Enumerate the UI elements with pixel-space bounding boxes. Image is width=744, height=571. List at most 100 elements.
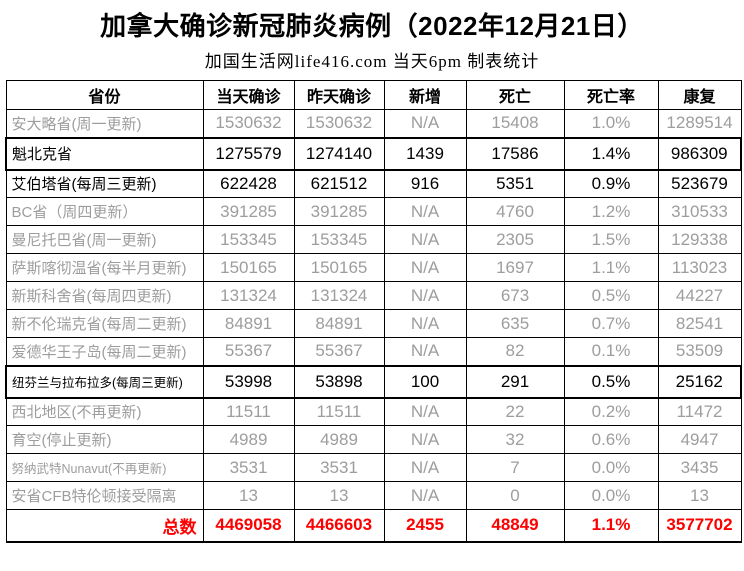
- province-cell: 安大略省(周一更新): [5, 109, 204, 138]
- value-cell: 310533: [657, 197, 742, 226]
- value-cell: N/A: [383, 481, 467, 510]
- value-cell: 0.7%: [563, 309, 659, 338]
- table-row: 安省CFB特伦顿接受隔离 13 13 N/A 0 0.0% 13: [5, 481, 742, 510]
- value-cell: 1289514: [657, 109, 742, 138]
- value-cell: 44227: [657, 281, 742, 310]
- table-body: 安大略省(周一更新) 1530632 1530632 N/A 15408 1.0% 1289…: [5, 109, 742, 542]
- value-cell: 986309: [657, 136, 742, 171]
- table-row: 爱德华王子岛(每周二更新) 55367 55367 N/A 82 0.1% 53509: [5, 337, 742, 366]
- value-cell: 0: [465, 481, 565, 510]
- value-cell: 3531: [293, 453, 385, 482]
- value-cell: 291: [465, 364, 565, 399]
- covid-cases-table: 省份 当天确诊 昨天确诊 新增 死亡 死亡率 康复 安大略省(周一更新) 1530…: [5, 80, 742, 543]
- value-cell: 4989: [202, 425, 295, 454]
- value-cell: N/A: [383, 109, 467, 138]
- value-cell: 0.9%: [563, 169, 659, 198]
- value-cell: 13: [202, 481, 295, 510]
- value-cell: 84891: [293, 309, 385, 338]
- value-cell: 53998: [202, 364, 295, 399]
- value-cell: N/A: [383, 253, 467, 282]
- value-cell: 4466603: [293, 509, 385, 542]
- value-cell: N/A: [383, 281, 467, 310]
- value-cell: N/A: [383, 197, 467, 226]
- value-cell: 129338: [657, 225, 742, 254]
- value-cell: 153345: [293, 225, 385, 254]
- province-cell: 新斯科舍省(每周四更新): [5, 281, 204, 310]
- value-cell: 3531: [202, 453, 295, 482]
- table-row: 纽芬兰与拉布拉多(每周三更新) 53998 53898 100 291 0.5% 25162: [5, 364, 742, 399]
- covid-stats-page: 加拿大确诊新冠肺炎病例（2022年12月21日） 加国生活网life416.co…: [0, 6, 744, 571]
- value-cell: 4469058: [202, 509, 295, 542]
- value-cell: 1.1%: [563, 253, 659, 282]
- value-cell: 131324: [202, 281, 295, 310]
- value-cell: 113023: [657, 253, 742, 282]
- province-cell: 努纳武特Nunavut(不再更新): [5, 453, 204, 482]
- table-row: 萨斯喀彻温省(每半月更新) 150165 150165 N/A 1697 1.1% 1130…: [5, 253, 742, 282]
- value-cell: 1530632: [293, 109, 385, 138]
- value-cell: 1.0%: [563, 109, 659, 138]
- value-cell: 4947: [657, 425, 742, 454]
- value-cell: 82: [465, 337, 565, 366]
- value-cell: 0.5%: [563, 281, 659, 310]
- value-cell: N/A: [383, 397, 467, 426]
- page-subtitle: 加国生活网life416.com 当天6pm 制表统计: [204, 52, 540, 71]
- value-cell: N/A: [383, 425, 467, 454]
- value-cell: 100: [383, 364, 467, 399]
- value-cell: 17586: [465, 136, 565, 171]
- province-cell: 爱德华王子岛(每周二更新): [5, 337, 204, 366]
- value-cell: 1.1%: [563, 509, 659, 542]
- table-row: BC省（周四更新） 391285 391285 N/A 4760 1.2% 310533: [5, 197, 742, 226]
- value-cell: 55367: [293, 337, 385, 366]
- value-cell: 673: [465, 281, 565, 310]
- table-row: 育空(停止更新) 4989 4989 N/A 32 0.6% 4947: [5, 425, 742, 454]
- value-cell: 1530632: [202, 109, 295, 138]
- value-cell: 11511: [202, 397, 295, 426]
- value-cell: 621512: [293, 169, 385, 198]
- value-cell: 48849: [465, 509, 565, 542]
- value-cell: 622428: [202, 169, 295, 198]
- province-cell: 新不伦瑞克省(每周二更新): [5, 309, 204, 338]
- value-cell: 916: [383, 169, 467, 198]
- value-cell: N/A: [383, 337, 467, 366]
- value-cell: 0.2%: [563, 397, 659, 426]
- table-row: 新不伦瑞克省(每周二更新) 84891 84891 N/A 635 0.7% 82541: [5, 309, 742, 338]
- value-cell: 523679: [657, 169, 742, 198]
- province-cell: BC省（周四更新）: [5, 197, 204, 226]
- province-cell: 魁北克省: [5, 136, 204, 171]
- value-cell: 0.5%: [563, 364, 659, 399]
- value-cell: 153345: [202, 225, 295, 254]
- value-cell: 13: [657, 481, 742, 510]
- value-cell: 0.0%: [563, 481, 659, 510]
- value-cell: 391285: [293, 197, 385, 226]
- value-cell: 0.0%: [563, 453, 659, 482]
- province-cell: 西北地区(不再更新): [5, 397, 204, 426]
- value-cell: 5351: [465, 169, 565, 198]
- province-cell: 育空(停止更新): [5, 425, 204, 454]
- total-row: 总数 4469058 4466603 2455 48849 1.1% 3577702: [5, 509, 742, 542]
- value-cell: N/A: [383, 453, 467, 482]
- column-header-deaths: 死亡: [465, 80, 565, 110]
- total-label-cell: 总数: [5, 509, 204, 542]
- value-cell: 635: [465, 309, 565, 338]
- value-cell: 2455: [383, 509, 467, 542]
- value-cell: 25162: [657, 364, 742, 399]
- value-cell: 53898: [293, 364, 385, 399]
- column-header-province: 省份: [5, 80, 204, 110]
- column-header-new: 新增: [383, 80, 467, 110]
- value-cell: 84891: [202, 309, 295, 338]
- table-row: 努纳武特Nunavut(不再更新) 3531 3531 N/A 7 0.0% 3435: [5, 453, 742, 482]
- table-row: 艾伯塔省(每周三更新) 622428 621512 916 5351 0.9% 523679: [5, 169, 742, 198]
- value-cell: 22: [465, 397, 565, 426]
- value-cell: 11511: [293, 397, 385, 426]
- table-row: 曼尼托巴省(周一更新) 153345 153345 N/A 2305 1.5% 129338: [5, 225, 742, 254]
- column-header-yesterday: 昨天确诊: [293, 80, 385, 110]
- value-cell: 1439: [383, 136, 467, 171]
- page-title: 加拿大确诊新冠肺炎病例（2022年12月21日）: [100, 11, 644, 41]
- value-cell: 1275579: [202, 136, 295, 171]
- value-cell: 150165: [293, 253, 385, 282]
- province-cell: 艾伯塔省(每周三更新): [5, 169, 204, 198]
- value-cell: 7: [465, 453, 565, 482]
- column-header-today: 当天确诊: [202, 80, 295, 110]
- value-cell: 32: [465, 425, 565, 454]
- value-cell: 0.6%: [563, 425, 659, 454]
